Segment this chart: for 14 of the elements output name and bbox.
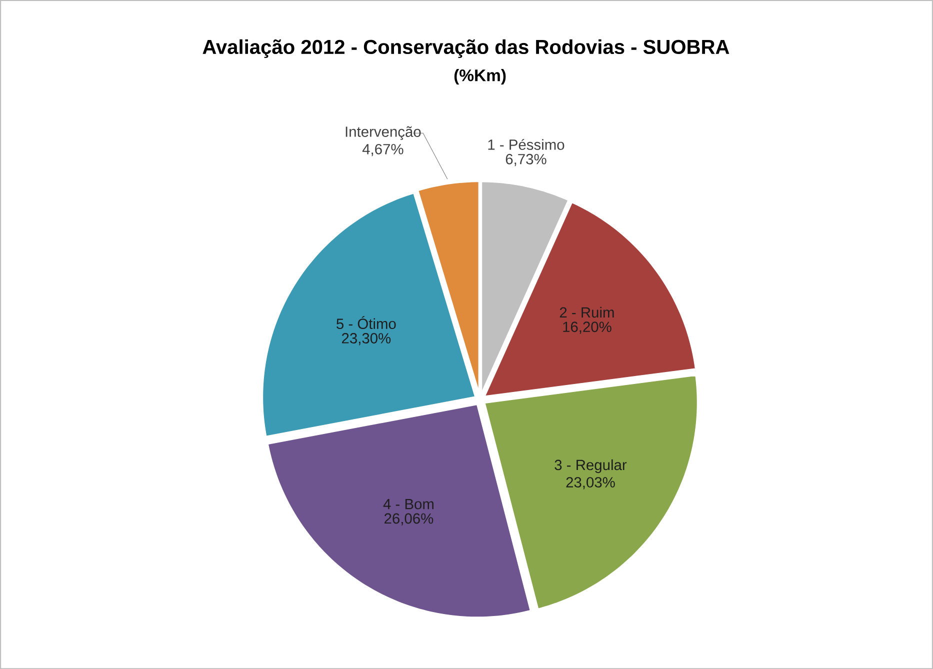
slice-label: 4 - Bom	[383, 498, 434, 510]
slice-label: 1 - Péssimo	[488, 138, 564, 150]
slice-label: 2 - Ruim	[560, 306, 614, 318]
data-label: 26,06%	[384, 513, 434, 526]
data-label: 16,20%	[563, 322, 612, 334]
chart-subtitle: (%Km)	[454, 68, 506, 84]
slice-label: Intervenção	[346, 126, 421, 140]
data-label: 23,03%	[566, 477, 615, 490]
data-label: 4,67%	[362, 144, 404, 156]
slice-label: 5 - Ótimo	[336, 316, 396, 329]
slice-label: 3 - Regular	[554, 459, 627, 473]
data-label: 6,73%	[506, 154, 546, 166]
data-label: 23,30%	[342, 332, 391, 346]
chart-title: Avaliação 2012 - Conservação das Rodovias - SUOBRA	[202, 39, 730, 58]
